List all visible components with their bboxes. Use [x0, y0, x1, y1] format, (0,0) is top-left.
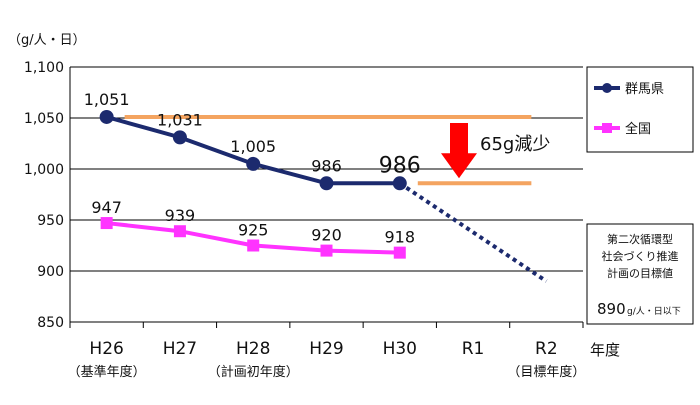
- data-label: 986: [311, 156, 342, 175]
- legend-box: [586, 66, 694, 153]
- target-unit: g/人・日以下: [627, 306, 681, 317]
- data-point: [392, 176, 407, 191]
- target-box: [586, 223, 694, 325]
- data-label: 1,031: [157, 110, 203, 129]
- legend-marker: [602, 83, 612, 93]
- data-point: [319, 176, 334, 191]
- reduction-label: 65g減少: [480, 134, 550, 155]
- data-point: [393, 246, 406, 259]
- legend-label: 全国: [625, 121, 651, 137]
- target-box-line: 社会づくり推進: [602, 249, 679, 263]
- x-tick-note: （基準年度）: [68, 364, 146, 380]
- y-tick-label: 850: [37, 315, 64, 331]
- data-point: [172, 130, 187, 145]
- y-tick-label: 1,050: [24, 111, 64, 127]
- target-value: 890: [597, 300, 626, 318]
- x-tick-note: （目標年度）: [507, 364, 585, 380]
- data-point: [173, 225, 186, 238]
- projection-line: [398, 181, 548, 283]
- x-tick-label: R2: [535, 339, 558, 359]
- x-tick-label: H27: [163, 339, 197, 359]
- data-point: [99, 109, 114, 124]
- legend-label: 群馬県: [625, 82, 664, 97]
- x-tick-label: H30: [383, 339, 417, 359]
- data-point: [100, 217, 113, 230]
- x-tick-label: R1: [462, 339, 485, 359]
- data-label: 920: [311, 226, 342, 245]
- data-label: 1,005: [230, 137, 276, 156]
- x-axis-title: 年度: [590, 341, 620, 359]
- y-tick-label: 900: [37, 264, 64, 280]
- data-point: [246, 156, 261, 171]
- data-label: 918: [385, 228, 416, 247]
- data-label: 1,051: [84, 90, 130, 109]
- x-tick-note: （計画初年度）: [208, 364, 299, 380]
- x-tick-label: H26: [89, 339, 123, 359]
- target-box-line: 計画の目標値: [607, 266, 673, 280]
- legend-marker: [602, 123, 612, 133]
- y-tick-label: 1,000: [24, 162, 64, 178]
- data-label: 986: [379, 153, 421, 178]
- y-tick-label: 950: [37, 213, 64, 229]
- y-tick-label: 1,100: [24, 60, 64, 76]
- unit-label: （g/人・日）: [8, 33, 86, 48]
- x-tick-label: H28: [236, 339, 270, 359]
- data-point: [247, 239, 260, 252]
- x-tick-label: H29: [309, 339, 343, 359]
- data-label: 947: [91, 198, 122, 217]
- data-point: [320, 244, 333, 257]
- data-label: 925: [238, 221, 269, 240]
- reduction-arrow: [441, 122, 477, 179]
- data-label: 939: [165, 206, 196, 225]
- target-box-line: 第二次循環型: [607, 232, 673, 246]
